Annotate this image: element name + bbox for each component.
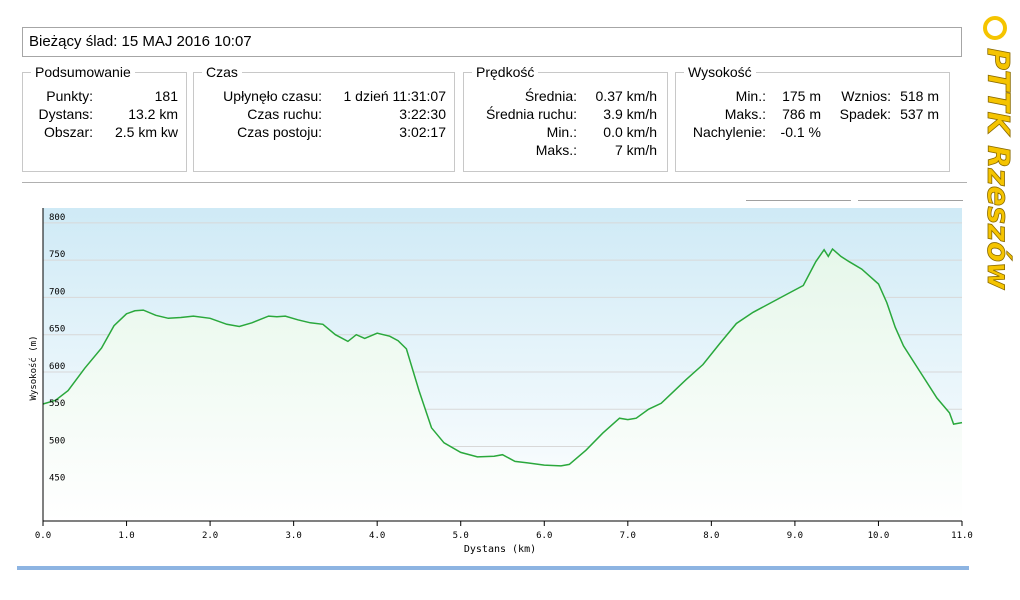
x-tick-label: 9.0 (787, 531, 803, 541)
toolbar-line-left (746, 200, 851, 201)
elapsed-value: 1 dzień 11:31:07 (343, 88, 447, 104)
x-axis-label: Dystans (km) (464, 544, 536, 555)
x-tick-label: 11.0 (951, 531, 973, 541)
y-tick-label: 450 (49, 474, 65, 484)
elev-min-label: Min.: (735, 88, 766, 104)
x-tick-label: 1.0 (118, 531, 134, 541)
moving-time-value: 3:22:30 (399, 106, 446, 122)
y-tick-label: 550 (49, 399, 65, 409)
x-tick-label: 3.0 (286, 531, 302, 541)
max-speed-label: Maks.: (535, 142, 577, 158)
watermark-circle-icon (983, 16, 1007, 40)
watermark-text: PTTK Rzeszów (980, 48, 1015, 290)
x-tick-label: 8.0 (703, 531, 719, 541)
bottom-scroll-bar[interactable] (17, 566, 969, 570)
min-speed-value: 0.0 km/h (603, 124, 657, 140)
x-tick-label: 4.0 (369, 531, 385, 541)
x-tick-label: 10.0 (868, 531, 890, 541)
elevation-title: Wysokość (684, 63, 756, 81)
points-label: Punkty: (46, 88, 93, 104)
time-group: Czas Upłynęło czasu: 1 dzień 11:31:07 Cz… (193, 63, 455, 172)
ascent-value: 518 m (900, 88, 939, 104)
moving-avg-speed-label: Średnia ruchu: (485, 106, 577, 122)
distance-value: 13.2 km (128, 106, 178, 122)
descent-value: 537 m (900, 106, 939, 122)
y-tick-label: 600 (49, 362, 65, 372)
y-tick-label: 500 (49, 436, 65, 446)
x-tick-label: 6.0 (536, 531, 552, 541)
y-tick-label: 800 (49, 213, 65, 223)
stopped-time-label: Czas postoju: (237, 124, 322, 140)
elevation-line (42, 247, 963, 467)
x-tick-label: 0.0 (35, 531, 51, 541)
summary-title: Podsumowanie (31, 63, 135, 81)
min-speed-label: Min.: (546, 124, 577, 140)
speed-title: Prędkość (472, 63, 539, 81)
elapsed-label: Upłynęło czasu: (223, 88, 322, 104)
points-value: 181 (154, 88, 178, 104)
watermark-logo: PTTK Rzeszów (980, 16, 1015, 291)
descent-label: Spadek: (839, 106, 891, 122)
y-tick-label: 750 (49, 250, 65, 260)
y-tick-label: 700 (49, 287, 65, 297)
elevation-group: Wysokość Min.: 175 m Wznios: 518 m Maks.… (675, 63, 950, 172)
stopped-time-value: 3:02:17 (399, 124, 446, 140)
toolbar-line-right (858, 200, 963, 201)
max-speed-value: 7 km/h (614, 142, 657, 158)
header-separator (22, 182, 967, 183)
moving-time-label: Czas ruchu: (247, 106, 322, 122)
slope-value: -0.1 % (780, 124, 821, 140)
current-track-label: Bieżący ślad: 15 MAJ 2016 10:07 (29, 33, 252, 50)
area-value: 2.5 km kw (114, 124, 178, 140)
x-tick-label: 7.0 (620, 531, 636, 541)
avg-speed-label: Średnia: (524, 88, 577, 104)
slope-label: Nachylenie: (692, 124, 766, 140)
x-tick-label: 5.0 (453, 531, 469, 541)
time-title: Czas (202, 63, 242, 81)
elev-max-value: 786 m (782, 106, 821, 122)
ascent-label: Wznios: (841, 88, 891, 104)
y-tick-label: 650 (49, 325, 65, 335)
elev-min-value: 175 m (782, 88, 821, 104)
area-label: Obszar: (43, 124, 93, 140)
x-tick-label: 2.0 (202, 531, 218, 541)
y-axis-label: Wysokość (m) (28, 335, 39, 400)
moving-avg-speed-value: 3.9 km/h (603, 106, 657, 122)
distance-label: Dystans: (38, 106, 93, 122)
speed-group: Prędkość Średnia: 0.37 km/h Średnia ruch… (463, 63, 668, 172)
elev-max-label: Maks.: (724, 106, 766, 122)
summary-group: Podsumowanie Punkty: 181 Dystans: 13.2 k… (22, 63, 187, 172)
current-track-bar: Bieżący ślad: 15 MAJ 2016 10:07 (22, 27, 962, 57)
avg-speed-value: 0.37 km/h (595, 88, 657, 104)
